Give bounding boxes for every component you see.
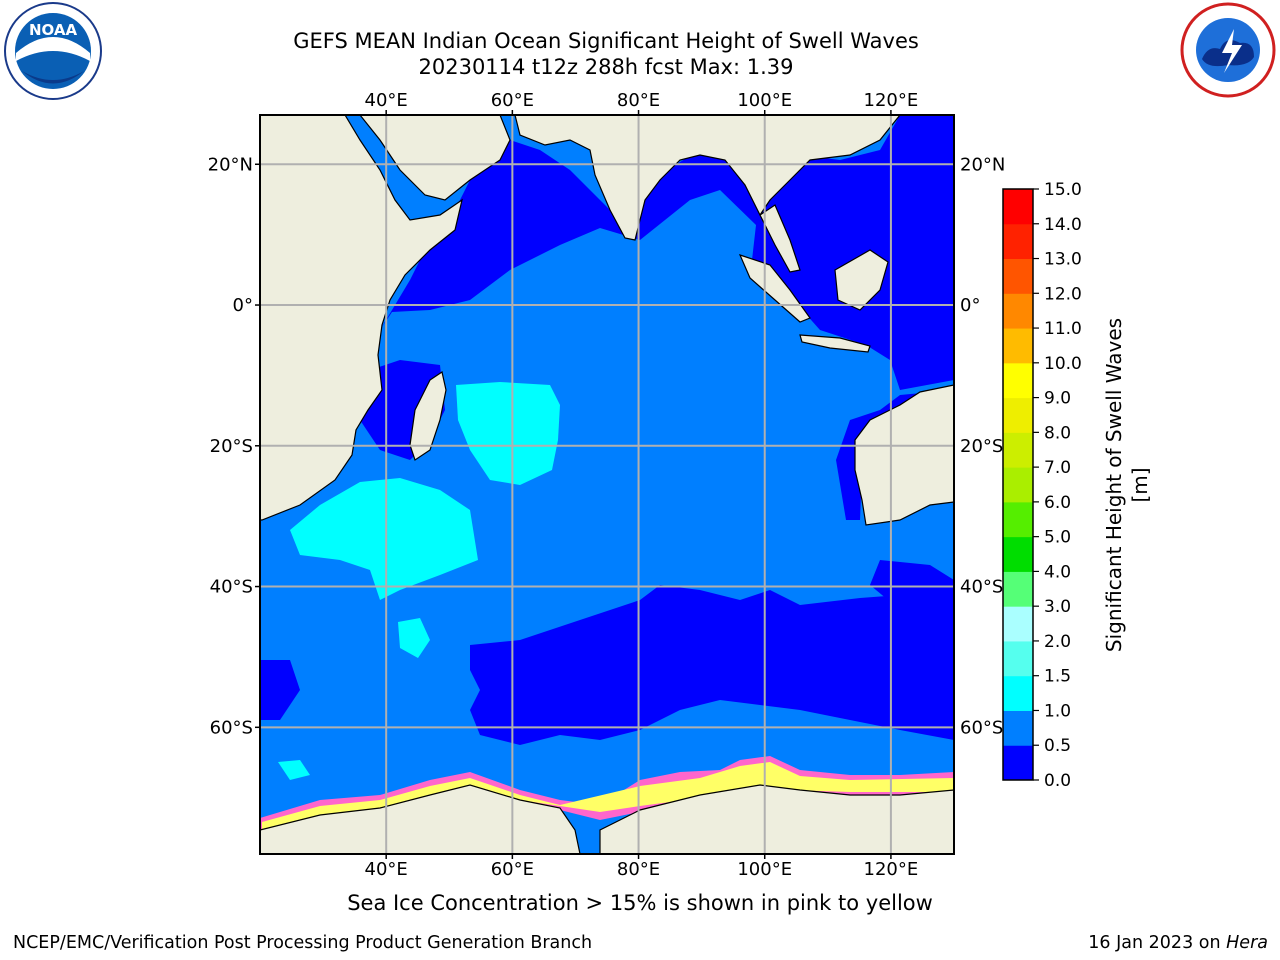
y-tick-label-right: 20°S (960, 436, 1003, 457)
colorbar-segment (1003, 328, 1033, 364)
colorbar-tick-label: 4.0 (1044, 562, 1071, 582)
footer-branch: NCEP/EMC/Verification Post Processing Pr… (13, 933, 593, 953)
land-malay (759, 204, 801, 273)
colorbar: 0.0 0.5 1.0 1.5 2.0 3.0 4.0 5.0 6.0 7.0 8.0 9.0 10.0… (1002, 180, 1082, 791)
colorbar-tick-label: 10.0 (1044, 354, 1082, 374)
colorbar-segment (1003, 432, 1033, 468)
grid-lines (260, 115, 954, 854)
y-tick-label: 20°N (208, 154, 253, 175)
colorbar-segment (1003, 189, 1033, 225)
colorbar-tick-label: 14.0 (1044, 215, 1082, 235)
low-swell-arabian-sea (380, 115, 954, 390)
x-tick-label: 60°E (491, 90, 534, 111)
x-tick-label: 80°E (617, 90, 660, 111)
colorbar-segment (1003, 536, 1033, 572)
colorbar-segment (1003, 397, 1033, 433)
land-borneo (834, 249, 889, 311)
colorbar-tick-label: 12.0 (1044, 284, 1082, 304)
low-swell-southern-ocean (470, 585, 954, 745)
sea-ice-note: Sea Ice Concentration > 15% is shown in … (347, 891, 933, 915)
x-tick-label: 120°E (864, 90, 919, 111)
colorbar-tick-label: 13.0 (1044, 250, 1082, 270)
x-tick-label: 60°E (491, 859, 534, 880)
x-tick-label: 40°E (365, 859, 408, 880)
low-swell-patch-sw (260, 660, 300, 720)
land-india (514, 115, 901, 241)
footer-date-text: 16 Jan 2023 on (1088, 933, 1227, 953)
land-africa (260, 115, 463, 521)
x-tick-label: 40°E (365, 90, 408, 111)
footer-machine: Hera (1226, 933, 1268, 953)
y-tick-label: 0° (233, 295, 253, 316)
land-arabia (359, 115, 511, 201)
y-tick-label-right: 40°S (960, 577, 1003, 598)
colorbar-segment (1003, 606, 1033, 642)
y-tick-labels-right: 20°N 0° 20°S 40°S 60°S (960, 154, 1005, 738)
land-australia (854, 384, 954, 526)
colorbar-tick-label: 6.0 (1044, 493, 1071, 513)
footer-date: 16 Jan 2023 on Hera (1088, 933, 1268, 953)
colorbar-tick-label: 0.5 (1044, 736, 1071, 756)
land-java (799, 334, 871, 353)
colorbar-tick-label: 15.0 (1044, 180, 1082, 200)
colorbar-tick-label: 9.0 (1044, 389, 1071, 409)
y-tick-labels-left: 20°N 0° 20°S 40°S 60°S (208, 154, 260, 738)
land-antarctica (260, 784, 954, 854)
noaa-logo-text: NOAA (29, 21, 78, 39)
y-tick-label-right: 60°S (960, 717, 1003, 738)
x-tick-label: 100°E (737, 859, 792, 880)
colorbar-tick-label: 0.0 (1044, 771, 1071, 791)
chart-title: GEFS MEAN Indian Ocean Significant Heigh… (293, 29, 919, 53)
y-tick-label: 40°S (210, 577, 253, 598)
x-tick-labels-bottom: 40°E 60°E 80°E 100°E 120°E (365, 854, 919, 880)
sea-ice-band-inner (262, 762, 954, 830)
mid-swell-patch (398, 618, 430, 658)
y-tick-label: 60°S (210, 717, 253, 738)
colorbar-segment (1003, 258, 1033, 294)
x-tick-label: 120°E (864, 859, 919, 880)
colorbar-tick-label: 3.0 (1044, 597, 1071, 617)
colorbar-tick-label: 8.0 (1044, 423, 1071, 443)
x-tick-labels-top: 40°E 60°E 80°E 100°E 120°E (365, 90, 919, 115)
map-frame (259, 114, 955, 855)
nws-logo (1178, 1, 1278, 99)
colorbar-segment (1003, 293, 1033, 329)
mid-swell-patch-2 (278, 760, 310, 780)
colorbar-segment (1003, 223, 1033, 260)
x-tick-label: 100°E (737, 90, 792, 111)
colorbar-segment (1003, 745, 1033, 781)
x-tick-label: 80°E (617, 859, 660, 880)
mid-swell-southwest (290, 478, 478, 600)
colorbar-frame (1002, 188, 1034, 781)
y-tick-label: 20°S (210, 436, 253, 457)
y-tick-label-right: 0° (960, 295, 980, 316)
mid-swell-mascarene (456, 382, 560, 485)
colorbar-tick-label: 5.0 (1044, 528, 1071, 548)
land-madagascar (409, 371, 447, 461)
noaa-logo: NOAA (2, 1, 104, 101)
colorbar-tick-label: 7.0 (1044, 458, 1071, 478)
chart-subtitle: 20230114 t12z 288h fcst Max: 1.39 (418, 55, 794, 79)
colorbar-segment (1003, 501, 1033, 538)
colorbar-segment (1003, 467, 1033, 503)
colorbar-segment (1003, 362, 1033, 399)
colorbar-tick-label: 2.0 (1044, 632, 1071, 652)
colorbar-segment (1003, 710, 1033, 746)
colorbar-segment (1003, 571, 1033, 607)
colorbar-tick-label: 1.5 (1044, 667, 1071, 687)
colorbar-tick-label: 1.0 (1044, 701, 1071, 721)
colorbar-segment (1003, 675, 1033, 711)
colorbar-tick-label: 11.0 (1044, 319, 1082, 339)
colorbar-segment (1003, 640, 1033, 677)
y-tick-label-right: 20°N (960, 154, 1005, 175)
